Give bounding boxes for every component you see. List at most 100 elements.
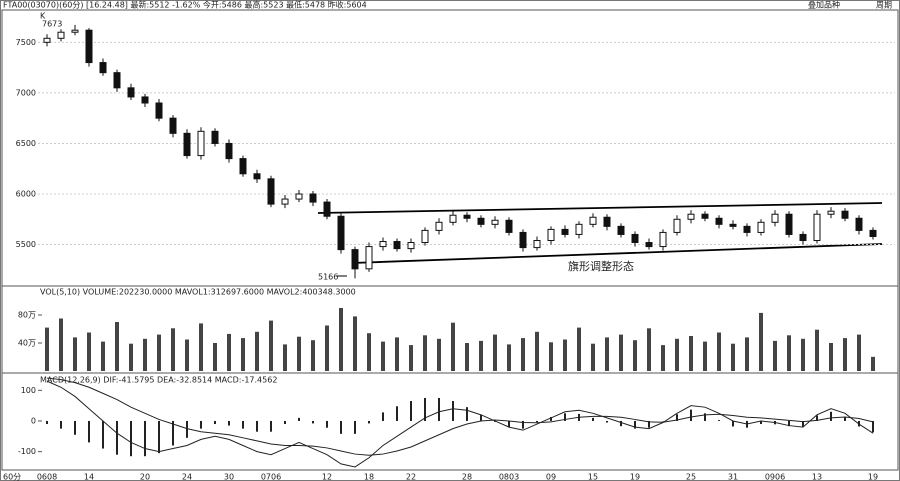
volume-bar [451, 322, 455, 371]
flag-lower-line [351, 243, 883, 264]
candle-body [379, 241, 387, 248]
header-quote: FTA00(03070)(60分) [16.24.48] 最新:5512 -1.… [3, 0, 367, 10]
volume-bar [353, 316, 357, 371]
candle-body [589, 216, 597, 225]
volume-bar [143, 338, 147, 371]
candle-body [575, 223, 583, 235]
candle-body [267, 178, 275, 205]
period-button[interactable]: 周期 [876, 1, 892, 10]
candle-body [141, 96, 149, 104]
macd-panel [1, 372, 899, 471]
candle-body [757, 221, 765, 233]
candle-body [715, 217, 723, 225]
x-tick-label: 20 [140, 473, 150, 481]
volume-bar [339, 308, 343, 371]
y-tick-label: 40万 [18, 339, 36, 348]
volume-bar [815, 329, 819, 371]
volume-bar [479, 340, 483, 371]
x-tick-label: 09 [546, 473, 556, 481]
volume-bar [241, 338, 245, 371]
volume-bar [213, 343, 217, 371]
candle-body [491, 219, 499, 225]
y-tick-label: 0 [31, 416, 36, 425]
y-tick-label: 80万 [18, 311, 36, 320]
volume-bar [591, 343, 595, 371]
volume-bar [437, 338, 441, 371]
candle-body [85, 29, 93, 64]
candle-body [561, 228, 569, 235]
candle-body [799, 233, 807, 242]
volume-bar [157, 334, 161, 371]
candle-body [449, 214, 457, 223]
candle-body [519, 231, 527, 249]
x-tick-label: 12 [322, 473, 332, 481]
volume-bar [465, 343, 469, 371]
candle-body [169, 117, 177, 134]
candle-body [99, 62, 107, 74]
candle-body [239, 158, 247, 175]
volume-bar [857, 334, 861, 371]
candle-body [211, 130, 219, 144]
x-tick-label: 13 [812, 473, 822, 481]
candle-body [337, 215, 345, 251]
volume-bar [395, 337, 399, 371]
candle-body [463, 214, 471, 219]
volume-bar [199, 323, 203, 371]
volume-title: VOL(5,10) VOLUME:202230.0000 MAVOL1:3126… [40, 288, 356, 297]
volume-bar [45, 327, 49, 371]
y-tick-label: 6500 [16, 139, 36, 148]
macd-title: MACD(12,26,9) DIF:-41.5795 DEA:-32.8514 … [40, 376, 277, 385]
volume-bar [255, 331, 259, 371]
candle-body [43, 37, 51, 43]
candle-body [197, 130, 205, 157]
volume-bar [493, 334, 497, 371]
x-tick-label: 28 [462, 473, 472, 481]
candle-body [785, 213, 793, 235]
candle-body [827, 210, 835, 215]
volume-bar [787, 335, 791, 371]
candle-body [729, 223, 737, 227]
candle-body [57, 31, 65, 39]
volume-bar [773, 340, 777, 371]
candle-body [533, 240, 541, 249]
x-tick-label: 19 [630, 473, 640, 481]
volume-bar [675, 338, 679, 371]
candle-body [365, 246, 373, 270]
volume-bar [115, 322, 119, 371]
candle-body [687, 213, 695, 220]
candle-body [281, 198, 289, 205]
candle-body [659, 231, 667, 248]
annotation: 旗形调整形态 [568, 259, 634, 273]
candle-body [505, 219, 513, 233]
overlay-button[interactable]: 叠加品种 [808, 0, 840, 10]
volume-bar [171, 328, 175, 371]
volume-bar [59, 318, 63, 371]
dea-line [46, 377, 874, 456]
candle-body [113, 72, 121, 89]
volume-bar [843, 338, 847, 371]
volume-bar [745, 337, 749, 371]
annotation: 5166 [318, 273, 338, 282]
y-tick-label: 5500 [16, 240, 36, 249]
candle-body [295, 193, 303, 200]
x-tick-label: 0906 [765, 473, 785, 481]
candle-body [253, 173, 261, 180]
x-tick-label: 24 [182, 473, 192, 481]
volume-bar [577, 327, 581, 371]
volume-bar [269, 320, 273, 371]
candle-body [407, 242, 415, 250]
candle-body [869, 229, 877, 237]
volume-bar [283, 344, 287, 371]
volume-bar [563, 339, 567, 371]
volume-bar [619, 334, 623, 371]
volume-bar [367, 333, 371, 371]
candle-body [225, 142, 233, 160]
x-tick-label: 14 [84, 473, 94, 481]
x-tick-label: 31 [728, 473, 738, 481]
volume-bar [521, 338, 525, 371]
volume-bar [731, 343, 735, 371]
y-tick-label: 7500 [16, 38, 36, 47]
volume-bar [409, 345, 413, 371]
volume-bar [129, 343, 133, 371]
volume-bar [605, 337, 609, 371]
